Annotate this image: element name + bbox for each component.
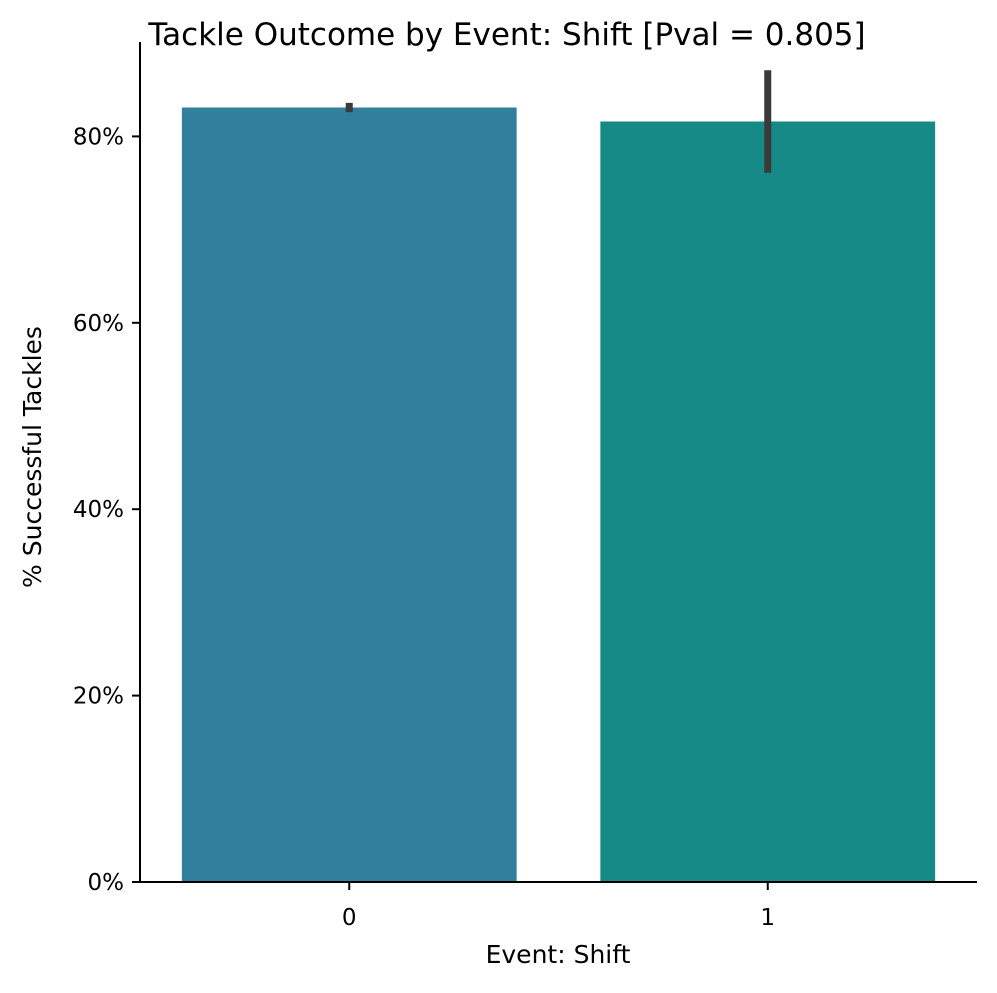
y-tick-label-4: 80% <box>73 124 124 150</box>
y-axis-label: % Successful Tackles <box>18 326 47 588</box>
chart-title: Tackle Outcome by Event: Shift [Pval = 0… <box>147 17 865 53</box>
y-tick-label-1: 20% <box>73 684 124 710</box>
y-tick-label-3: 60% <box>73 311 124 337</box>
error-bars-layer <box>345 70 772 173</box>
x-axis-label: Event: Shift <box>486 940 631 969</box>
y-ticks-layer: 0% 20% 40% 60% 80% <box>73 124 140 896</box>
y-tick-label-0: 0% <box>88 870 125 896</box>
bar-1 <box>600 121 936 883</box>
bar-0 <box>181 107 517 883</box>
y-tick-label-2: 40% <box>73 497 124 523</box>
x-tick-label-1: 1 <box>760 905 775 931</box>
bars-layer <box>181 107 936 883</box>
x-tick-label-0: 0 <box>342 905 357 931</box>
